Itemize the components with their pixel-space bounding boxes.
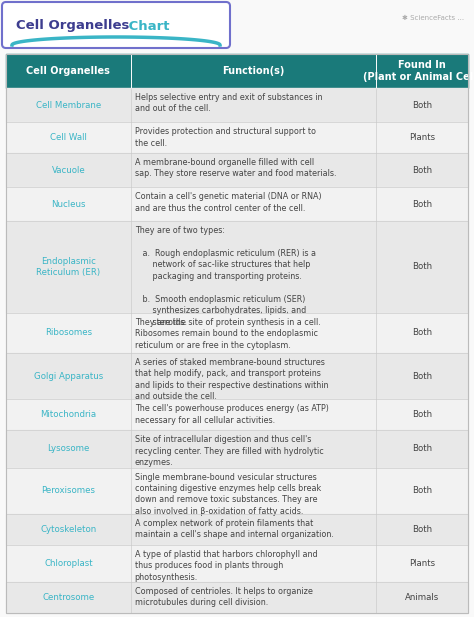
Text: Cell Organelles: Cell Organelles <box>27 66 110 76</box>
Text: Lysosome: Lysosome <box>47 444 90 453</box>
Bar <box>6 545 468 582</box>
Text: Found In
(Plant or Animal Cell): Found In (Plant or Animal Cell) <box>363 60 474 82</box>
Text: The cell's powerhouse produces energy (as ATP)
necessary for all cellular activi: The cell's powerhouse produces energy (a… <box>135 404 328 425</box>
Text: Nucleus: Nucleus <box>51 199 86 209</box>
Text: They are of two types:

   a.  Rough endoplasmic reticulum (RER) is a
       net: They are of two types: a. Rough endoplas… <box>135 226 316 327</box>
Text: Both: Both <box>412 328 432 337</box>
Text: Centrosome: Centrosome <box>42 593 94 602</box>
Text: Function(s): Function(s) <box>222 66 284 76</box>
Text: Single membrane-bound vesicular structures
containing digestive enzymes help cel: Single membrane-bound vesicular structur… <box>135 473 321 516</box>
Bar <box>6 221 468 313</box>
Bar <box>6 468 468 514</box>
Bar <box>6 431 468 468</box>
Text: Contain a cell's genetic material (DNA or RNA)
and are thus the control center o: Contain a cell's genetic material (DNA o… <box>135 192 321 212</box>
Text: Plants: Plants <box>409 559 435 568</box>
Text: They are the site of protein synthesis in a cell.
Ribosomes remain bound to the : They are the site of protein synthesis i… <box>135 318 320 350</box>
Text: Both: Both <box>412 262 432 271</box>
Text: Golgi Apparatus: Golgi Apparatus <box>34 371 103 381</box>
Text: Both: Both <box>412 199 432 209</box>
Text: Both: Both <box>412 165 432 175</box>
Text: Mitochondria: Mitochondria <box>40 410 96 420</box>
Text: Vacuole: Vacuole <box>52 165 85 175</box>
Text: Peroxisomes: Peroxisomes <box>41 486 95 495</box>
Text: Provides protection and structural support to
the cell.: Provides protection and structural suppo… <box>135 127 316 147</box>
Bar <box>6 122 468 153</box>
Bar <box>6 353 468 399</box>
Bar <box>6 399 468 431</box>
Bar <box>6 313 468 353</box>
Text: Endoplasmic
Reticulum (ER): Endoplasmic Reticulum (ER) <box>36 257 100 277</box>
Text: Helps selective entry and exit of substances in
and out of the cell.: Helps selective entry and exit of substa… <box>135 93 322 114</box>
FancyBboxPatch shape <box>2 2 230 48</box>
Text: Both: Both <box>412 525 432 534</box>
Text: Ribosomes: Ribosomes <box>45 328 92 337</box>
Bar <box>6 153 468 187</box>
Bar <box>6 514 468 545</box>
Text: ✱ ScienceFacts ...: ✱ ScienceFacts ... <box>402 15 464 21</box>
Text: Both: Both <box>412 410 432 420</box>
Text: Cell Wall: Cell Wall <box>50 133 87 142</box>
Text: Cytoskeleton: Cytoskeleton <box>40 525 97 534</box>
Bar <box>6 54 468 88</box>
Text: A type of plastid that harbors chlorophyll and
thus produces food in plants thro: A type of plastid that harbors chlorophy… <box>135 550 318 582</box>
Text: Cell Organelles: Cell Organelles <box>16 20 129 33</box>
Text: Chloroplast: Chloroplast <box>44 559 93 568</box>
Bar <box>6 88 468 122</box>
Text: Both: Both <box>412 444 432 453</box>
Text: Plants: Plants <box>409 133 435 142</box>
Text: Both: Both <box>412 371 432 381</box>
Text: A series of staked membrane-bound structures
that help modify, pack, and transpo: A series of staked membrane-bound struct… <box>135 358 328 401</box>
Bar <box>6 582 468 613</box>
Text: Both: Both <box>412 101 432 110</box>
Text: Site of intracellular digestion and thus cell's
recycling center. They are fille: Site of intracellular digestion and thus… <box>135 436 323 467</box>
Text: Both: Both <box>412 486 432 495</box>
Bar <box>6 187 468 221</box>
Text: A membrane-bound organelle filled with cell
sap. They store reserve water and fo: A membrane-bound organelle filled with c… <box>135 158 336 178</box>
Text: Composed of centrioles. It helps to organize
microtubules during cell division.: Composed of centrioles. It helps to orga… <box>135 587 313 608</box>
Text: Cell Membrane: Cell Membrane <box>36 101 101 110</box>
Text: Animals: Animals <box>405 593 439 602</box>
Text: Chart: Chart <box>124 20 170 33</box>
Text: A complex network of protein filaments that
maintain a cell's shape and internal: A complex network of protein filaments t… <box>135 519 334 539</box>
